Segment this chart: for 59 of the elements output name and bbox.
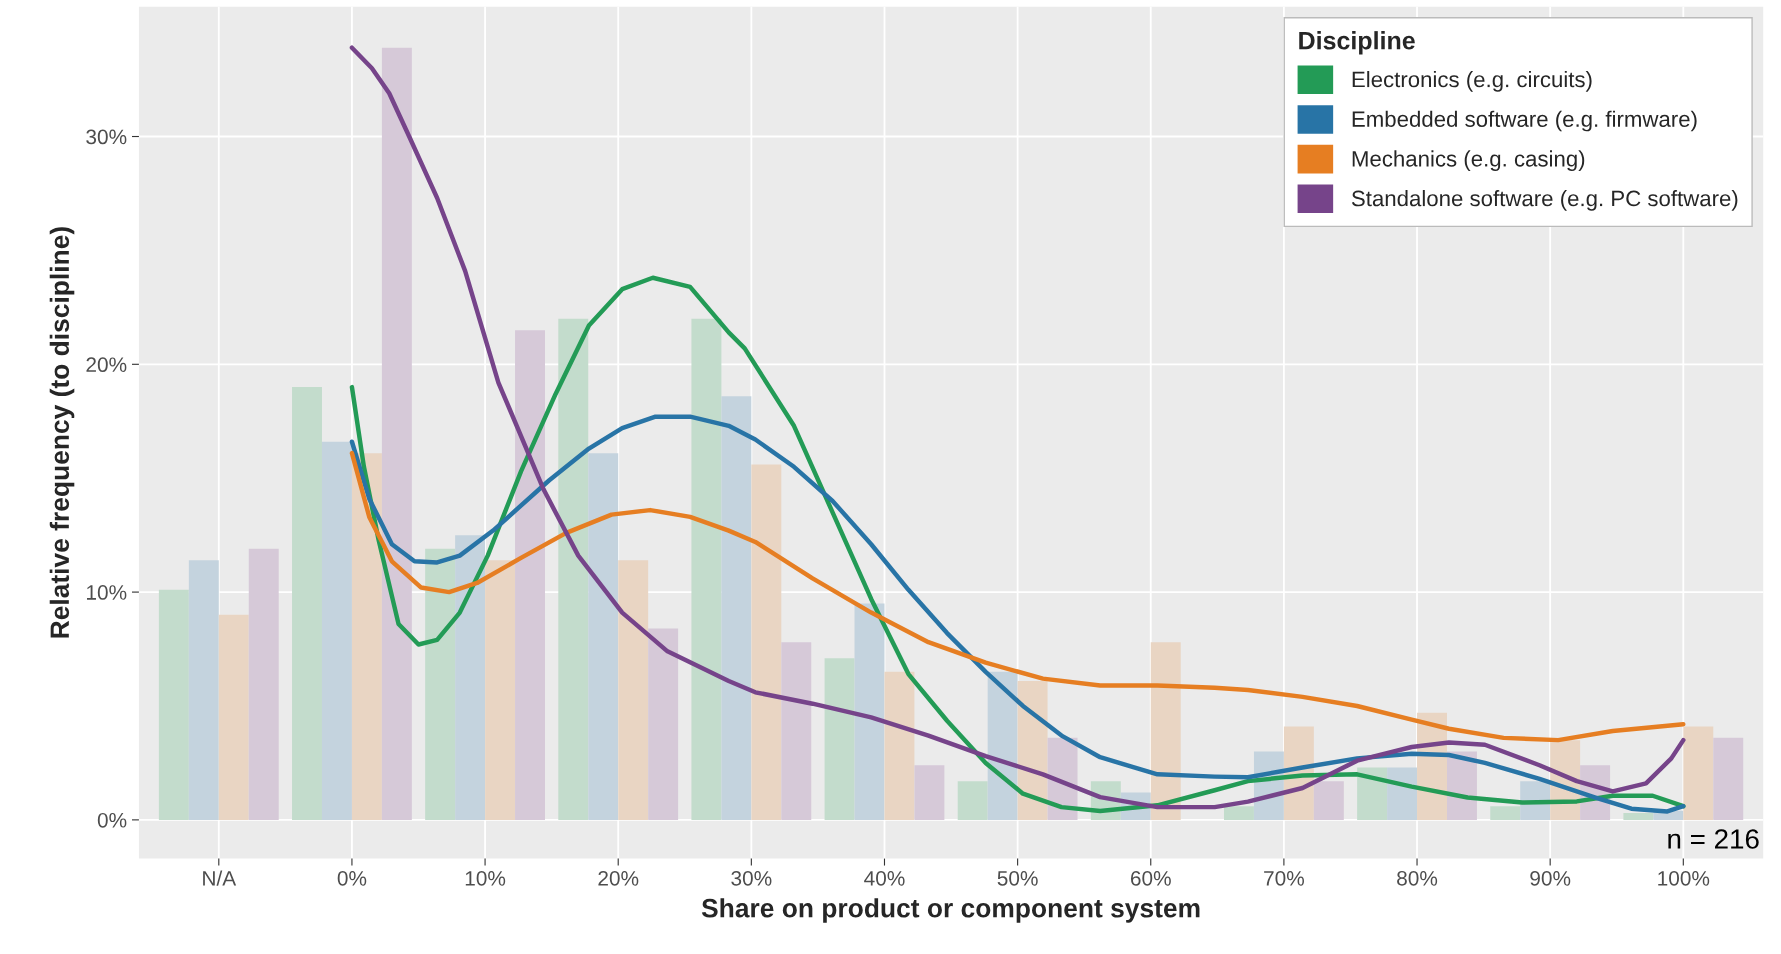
bar: [292, 387, 322, 820]
y-tick-label: 0%: [97, 812, 127, 828]
bar: [1713, 737, 1744, 820]
x-tick-label: 60%: [1130, 870, 1171, 886]
x-axis-title: Share on product or component system: [701, 898, 1200, 923]
bar: [648, 628, 679, 820]
bar: [751, 464, 782, 820]
x-tick-label: N/A: [203, 870, 237, 886]
legend-label: Electronics (e.g. circuits): [1352, 70, 1592, 92]
x-tick-label: 90%: [1530, 870, 1571, 886]
bar: [515, 330, 545, 820]
x-tick-label: 20%: [598, 870, 639, 886]
x-tick-label: 70%: [1264, 870, 1304, 886]
bar: [914, 765, 945, 820]
bar: [1313, 781, 1344, 820]
bar: [1623, 813, 1654, 820]
x-tick-label: 30%: [731, 870, 772, 886]
bar: [1223, 806, 1254, 820]
y-tick-label: 30%: [86, 129, 127, 145]
x-tick-label: 0%: [337, 870, 367, 886]
bar: [884, 671, 915, 820]
bar: [1387, 767, 1418, 820]
bar: [691, 318, 722, 820]
bar: [381, 47, 412, 820]
legend-title: Discipline: [1299, 31, 1415, 55]
bar: [158, 589, 189, 820]
bar: [618, 560, 649, 820]
bar: [824, 658, 855, 820]
bar: [485, 560, 516, 820]
y-tick-label: 10%: [87, 585, 127, 600]
x-tick-label: 10%: [465, 870, 506, 886]
legend-label: Embedded software (e.g. firmware): [1352, 110, 1697, 132]
x-tick-label: 50%: [997, 870, 1038, 886]
y-axis-title: Relative frequency (to discipline): [49, 227, 75, 638]
bar: [188, 560, 219, 820]
bar: [1357, 767, 1388, 820]
bar: [721, 396, 752, 820]
annotation: n = 216: [1668, 829, 1759, 849]
bar: [321, 441, 352, 820]
bar: [1683, 726, 1714, 820]
bar: [425, 548, 456, 820]
x-tick-label: 80%: [1397, 870, 1438, 886]
bar: [588, 453, 619, 820]
x-tick-label: 100%: [1658, 870, 1710, 886]
line-series: [349, 414, 1686, 814]
x-tick-label: 40%: [864, 870, 905, 886]
bar: [854, 603, 885, 820]
bar: [351, 453, 382, 820]
bar: [455, 535, 486, 820]
line-series: [349, 450, 1686, 743]
bar: [957, 781, 988, 820]
bar: [558, 318, 589, 820]
legend-label: Mechanics (e.g. casing): [1352, 150, 1585, 172]
bar: [218, 614, 249, 820]
legend-label: Standalone software (e.g. PC software): [1351, 189, 1738, 211]
bar: [248, 548, 279, 820]
bar: [1490, 806, 1521, 820]
y-tick-label: 20%: [86, 357, 127, 373]
bar: [781, 642, 812, 820]
